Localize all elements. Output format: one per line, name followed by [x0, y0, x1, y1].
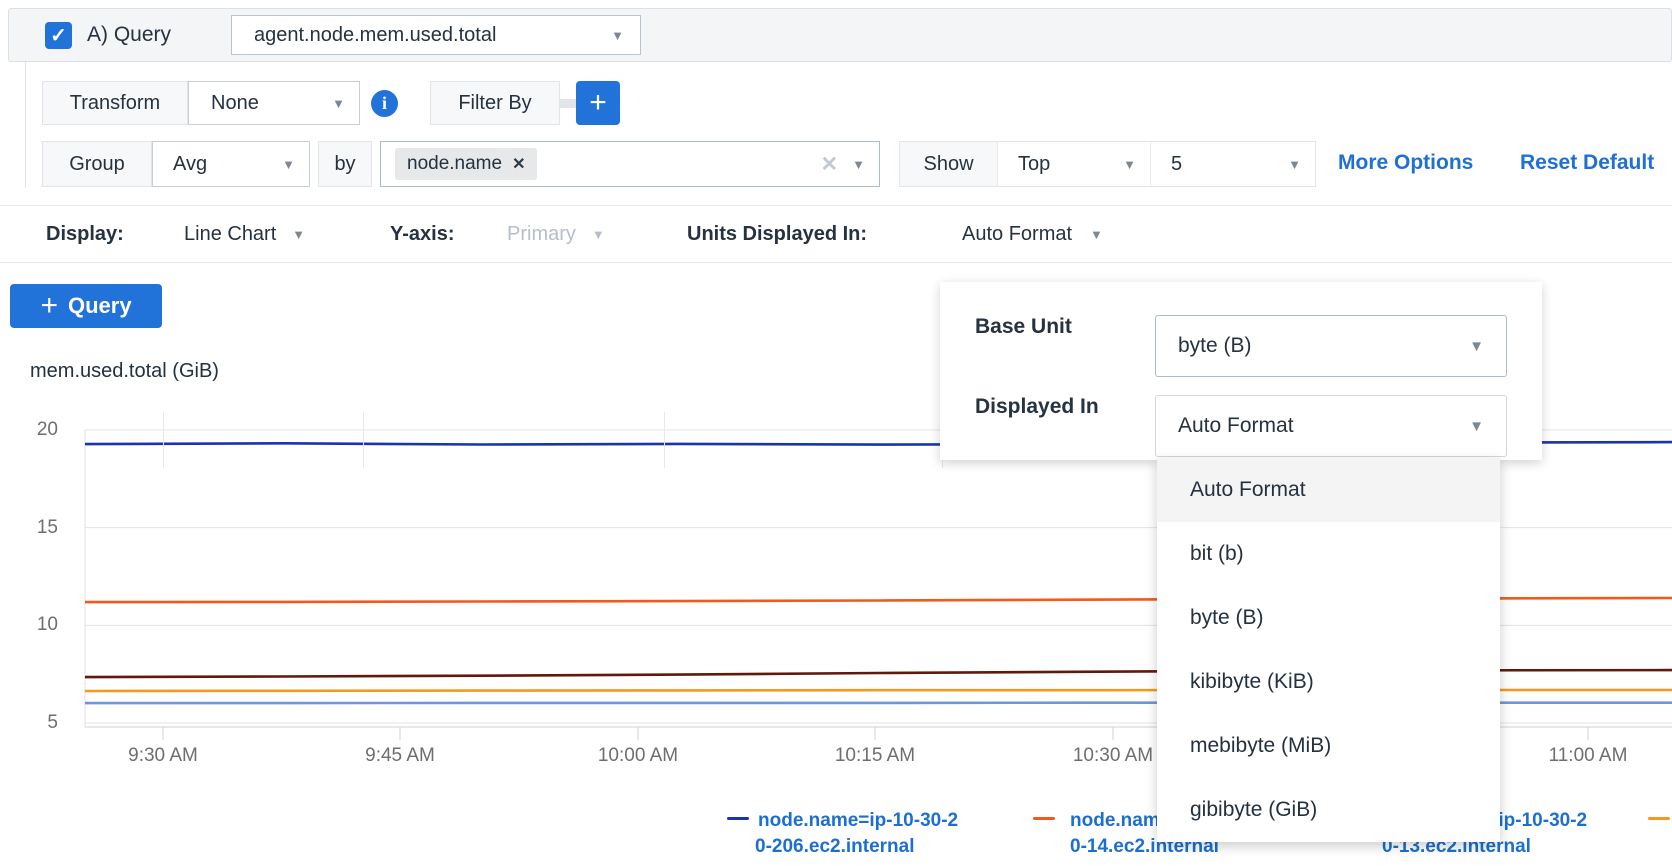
- group-by-input[interactable]: node.name ✕ ✕ ▼: [380, 141, 880, 187]
- legend-swatch: [1648, 817, 1670, 820]
- x-tick-label: 10:00 AM: [597, 745, 679, 766]
- x-tick-label: 10:15 AM: [834, 745, 916, 766]
- chevron-down-icon: ▼: [292, 226, 306, 242]
- show-mode-value: Top: [1018, 152, 1051, 175]
- add-query-button[interactable]: + Query: [10, 284, 162, 328]
- yaxis-select[interactable]: Primary ▼: [507, 206, 605, 262]
- x-tick-label: 11:00 AM: [1548, 745, 1628, 766]
- plus-icon: +: [40, 289, 58, 322]
- legend-label[interactable]: node.name=ip-10-30-2: [758, 810, 959, 831]
- info-icon[interactable]: i: [371, 90, 398, 117]
- divider: [363, 412, 364, 468]
- filter-by-label: Filter By: [430, 81, 560, 125]
- by-label: by: [318, 141, 372, 187]
- chevron-down-icon: ▼: [852, 156, 865, 172]
- metric-select-value: agent.node.mem.used.total: [254, 23, 497, 46]
- units-select[interactable]: Auto Format ▼: [962, 206, 1103, 262]
- option-mebibyte[interactable]: mebibyte (MiB): [1190, 734, 1332, 757]
- more-options-link[interactable]: More Options: [1338, 151, 1474, 174]
- base-unit-label: Base Unit: [975, 315, 1072, 338]
- show-count-value: 5: [1171, 152, 1183, 175]
- clear-input-icon[interactable]: ✕: [820, 152, 839, 176]
- query-group-connector: [25, 62, 26, 188]
- show-group: Show Top ▼ 5 ▼: [899, 141, 1316, 187]
- chevron-down-icon: ▼: [1123, 156, 1136, 172]
- group-by-tag[interactable]: node.name ✕: [395, 148, 538, 180]
- x-tick-label: 10:30 AM: [1072, 745, 1154, 766]
- x-tick-label: 9:30 AM: [128, 745, 198, 766]
- group-label: Group: [42, 141, 152, 187]
- show-label: Show: [900, 142, 998, 186]
- option-auto-format[interactable]: Auto Format: [1157, 458, 1500, 522]
- display-type-select[interactable]: Line Chart ▼: [184, 206, 305, 262]
- transform-label: Transform: [42, 81, 188, 125]
- y-tick-label: 20: [36, 419, 58, 440]
- tag-remove-icon[interactable]: ✕: [512, 156, 526, 173]
- aggregation-select-value: Avg: [173, 152, 208, 175]
- displayed-in-value: Auto Format: [1178, 414, 1294, 437]
- option-bit[interactable]: bit (b): [1190, 542, 1244, 565]
- displayed-in-select[interactable]: Auto Format ▼: [1155, 395, 1507, 457]
- displayed-in-option-list: Auto Format bit (b) byte (B) kibibyte (K…: [1157, 458, 1500, 842]
- option-byte[interactable]: byte (B): [1190, 606, 1264, 629]
- reset-default-link[interactable]: Reset Default: [1520, 151, 1655, 174]
- chevron-down-icon: ▼: [332, 95, 345, 111]
- plus-icon: +: [589, 86, 607, 119]
- units-popup: Base Unit byte (B) ▼ Displayed In Auto F…: [940, 282, 1542, 460]
- query-header-row: ✓ A) Query agent.node.mem.used.total ▼: [8, 8, 1672, 62]
- group-row: Group Avg ▼ by node.name ✕ ✕ ▼ Show Top …: [0, 141, 1672, 187]
- chevron-down-icon: ▼: [591, 226, 605, 242]
- display-type-value: Line Chart: [184, 222, 277, 245]
- transform-row: Transform None ▼ i Filter By +: [0, 81, 1672, 125]
- chevron-down-icon: ▼: [282, 156, 295, 172]
- divider: [664, 412, 665, 468]
- yaxis-select-value: Primary: [507, 222, 576, 245]
- y-tick-label: 15: [36, 516, 58, 538]
- show-count-select[interactable]: 5 ▼: [1151, 142, 1315, 186]
- chevron-down-icon: ▼: [1288, 156, 1301, 172]
- units-displayed-label: Units Displayed In:: [687, 222, 868, 245]
- base-unit-select[interactable]: byte (B) ▼: [1155, 315, 1507, 377]
- add-query-label: Query: [67, 293, 132, 318]
- legend-label[interactable]: 0-206.ec2.internal: [755, 836, 915, 857]
- chevron-down-icon: ▼: [611, 27, 624, 43]
- x-tick-label: 9:45 AM: [365, 745, 435, 766]
- legend-swatch: [1033, 817, 1055, 820]
- chevron-down-icon: ▼: [1469, 337, 1484, 355]
- divider: [163, 412, 164, 468]
- transform-select-value: None: [211, 91, 259, 114]
- query-enabled-checkbox[interactable]: ✓: [45, 22, 72, 49]
- chevron-down-icon: ▼: [1469, 417, 1484, 435]
- y-tick-label: 5: [47, 712, 58, 733]
- transform-select[interactable]: None ▼: [188, 81, 360, 125]
- displayed-in-label: Displayed In: [975, 395, 1099, 418]
- yaxis-label: Y-axis:: [390, 222, 455, 245]
- show-mode-select[interactable]: Top ▼: [998, 142, 1151, 186]
- chart-title: mem.used.total (GiB): [30, 360, 219, 382]
- display-row: Display: Line Chart ▼ Y-axis: Primary ▼ …: [0, 205, 1672, 468]
- filter-connector: [560, 99, 576, 108]
- base-unit-value: byte (B): [1178, 334, 1252, 357]
- chevron-down-icon: ▼: [1090, 226, 1103, 242]
- units-select-value: Auto Format: [962, 222, 1073, 245]
- option-gibibyte[interactable]: gibibyte (GiB): [1190, 798, 1318, 821]
- display-label: Display:: [46, 222, 124, 245]
- option-kibibyte[interactable]: kibibyte (KiB): [1190, 670, 1314, 693]
- add-filter-button[interactable]: +: [576, 81, 620, 125]
- query-label: A) Query: [87, 23, 172, 46]
- check-icon: ✓: [50, 25, 67, 47]
- legend-swatch: [727, 817, 749, 820]
- y-tick-label: 10: [36, 614, 58, 636]
- metric-select[interactable]: agent.node.mem.used.total ▼: [231, 15, 641, 55]
- aggregation-select[interactable]: Avg ▼: [152, 141, 310, 187]
